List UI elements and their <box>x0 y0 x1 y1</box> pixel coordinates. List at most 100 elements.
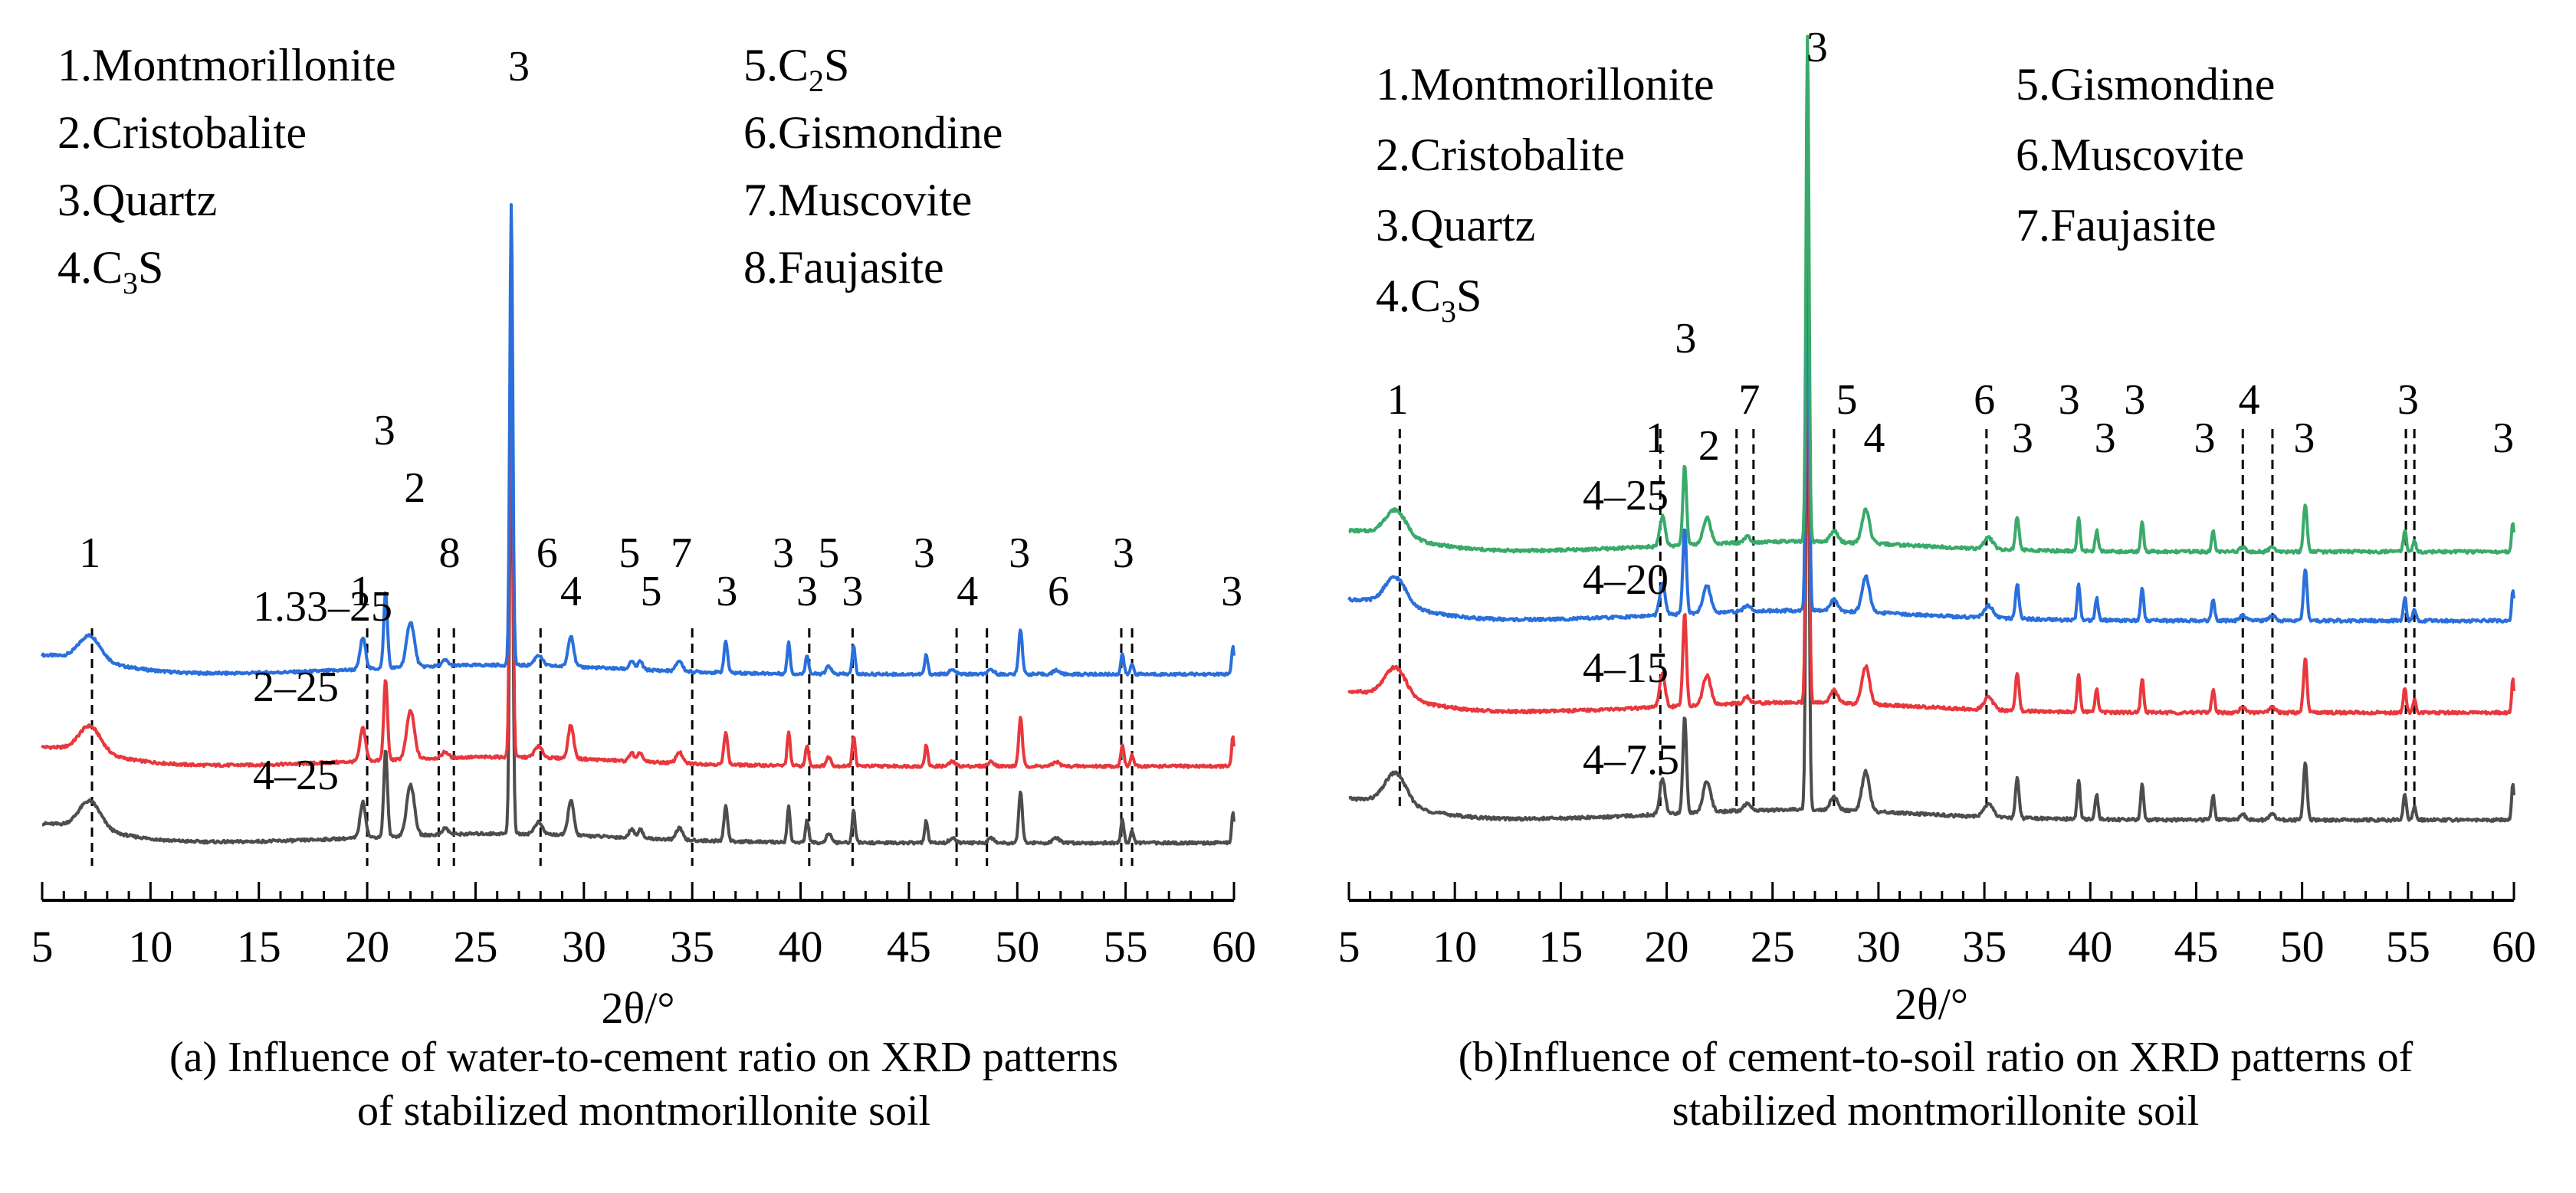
phase-legend-item: 7.Muscovite <box>743 175 972 225</box>
series-label: 2–25 <box>253 664 339 711</box>
x-tick-label: 60 <box>2492 922 2536 972</box>
series-label: 4–15 <box>1583 644 1669 692</box>
x-tick-label: 40 <box>2068 922 2112 972</box>
series-line <box>1347 195 2515 716</box>
peak-label: 3 <box>796 568 818 615</box>
phase-legend-item: 8.Faujasite <box>743 242 944 293</box>
peak-label: 7 <box>1738 376 1760 424</box>
x-axis-label: 2θ/° <box>1895 979 1968 1029</box>
peak-label: 3 <box>1009 529 1030 577</box>
series-label: 1.33–25 <box>253 583 392 631</box>
x-tick-label: 40 <box>779 922 823 972</box>
x-tick-label: 55 <box>1104 922 1148 972</box>
peak-label: 3 <box>842 568 863 615</box>
x-tick-label: 55 <box>2386 922 2430 972</box>
peak-label: 1 <box>1387 376 1409 424</box>
phase-legend-item: 1.Montmorillonite <box>1376 59 1715 110</box>
peak-label: 3 <box>1221 568 1242 615</box>
peak-label: 7 <box>671 529 692 577</box>
x-tick-label: 25 <box>1751 922 1795 972</box>
x-tick-label: 10 <box>1432 922 1477 972</box>
series-label: 4–7.5 <box>1583 736 1679 784</box>
x-tick-label: 10 <box>128 922 172 972</box>
peak-label: 3 <box>2293 415 2315 462</box>
phase-legend-item: 5.Gismondine <box>2016 59 2275 110</box>
phase-legend-item: 6.Muscovite <box>2016 129 2244 180</box>
peak-label: 3 <box>2012 415 2033 462</box>
x-tick-label: 20 <box>1645 922 1689 972</box>
x-tick-label: 35 <box>1962 922 2007 972</box>
peak-label: 8 <box>439 529 461 577</box>
series-line <box>41 203 1235 677</box>
phase-legend-item: 3.Quartz <box>1376 200 1535 251</box>
peak-label: 3 <box>2194 415 2216 462</box>
x-axis-label: 2θ/° <box>601 983 674 1033</box>
series-line <box>41 296 1235 769</box>
peak-label: 3 <box>374 407 395 454</box>
peak-label: 3 <box>914 529 935 577</box>
peak-label: 2 <box>404 464 425 512</box>
series-line <box>1348 34 2515 555</box>
x-tick-label: 25 <box>453 922 497 972</box>
phase-legend-item: 2.Cristobalite <box>1376 129 1625 180</box>
phase-legend-item: 1.Montmorillonite <box>57 40 396 90</box>
panel-a-caption: (a) Influence of water-to-cement ratio o… <box>169 1034 1119 1135</box>
peak-label: 4 <box>560 568 582 615</box>
phase-legend-item: 4.C3S <box>57 242 163 300</box>
peak-label: 3 <box>716 568 737 615</box>
phase-legend-item: 6.Gismondine <box>743 107 1003 158</box>
peak-label: 3 <box>2492 415 2514 462</box>
peak-label: 3 <box>2095 415 2116 462</box>
x-tick-label: 50 <box>2280 922 2325 972</box>
series-line <box>41 373 1235 846</box>
peak-label: 4 <box>1863 415 1885 462</box>
peak-label: 5 <box>818 529 839 577</box>
series-line <box>1347 103 2515 624</box>
phase-legend-item: 4.C3S <box>1376 270 1482 329</box>
x-tick-label: 35 <box>670 922 714 972</box>
x-tick-label: 30 <box>562 922 606 972</box>
x-tick-label: 30 <box>1856 922 1901 972</box>
series-label: 4–25 <box>253 752 339 799</box>
peak-label: 5 <box>1836 376 1857 424</box>
x-tick-label: 20 <box>345 922 389 972</box>
peak-label: 3 <box>508 43 530 90</box>
x-tick-label: 50 <box>995 922 1039 972</box>
phase-legend-item: 7.Faujasite <box>2016 200 2217 251</box>
peak-label: 4 <box>2239 376 2260 424</box>
peak-label: 3 <box>1675 315 1696 362</box>
peak-label: 2 <box>1698 422 1720 470</box>
peak-label: 6 <box>537 529 558 577</box>
peak-label: 1 <box>350 568 372 615</box>
x-tick-label: 15 <box>1538 922 1583 972</box>
series-label: 4–25 <box>1583 472 1669 519</box>
x-tick-label: 45 <box>2174 922 2218 972</box>
peak-label: 3 <box>2059 376 2080 424</box>
x-tick-label: 45 <box>887 922 931 972</box>
peak-label: 3 <box>1113 529 1134 577</box>
panel-b-caption: (b)Influence of cement-to-soil ratio on … <box>1458 1034 2414 1135</box>
peak-label: 3 <box>773 529 794 577</box>
peak-label: 6 <box>1048 568 1069 615</box>
peak-label: 1 <box>79 529 100 577</box>
peak-label: 6 <box>1974 376 1995 424</box>
phase-legend-item: 2.Cristobalite <box>57 107 307 158</box>
x-tick-label: 15 <box>237 922 281 972</box>
peak-label: 3 <box>2397 376 2419 424</box>
peak-label: 1 <box>1646 415 1667 462</box>
x-tick-label: 60 <box>1212 922 1256 972</box>
peak-label: 4 <box>957 568 978 615</box>
phase-legend-item: 5.C2S <box>743 40 849 98</box>
peak-label: 3 <box>2124 376 2145 424</box>
peak-label: 3 <box>1806 24 1828 71</box>
series-line <box>1348 302 2515 823</box>
x-tick-label: 5 <box>1338 922 1360 972</box>
phase-legend-item: 3.Quartz <box>57 175 217 225</box>
peak-label: 5 <box>640 568 661 615</box>
x-tick-label: 5 <box>31 922 54 972</box>
peak-label: 5 <box>619 529 640 577</box>
series-label: 4–20 <box>1583 556 1669 604</box>
